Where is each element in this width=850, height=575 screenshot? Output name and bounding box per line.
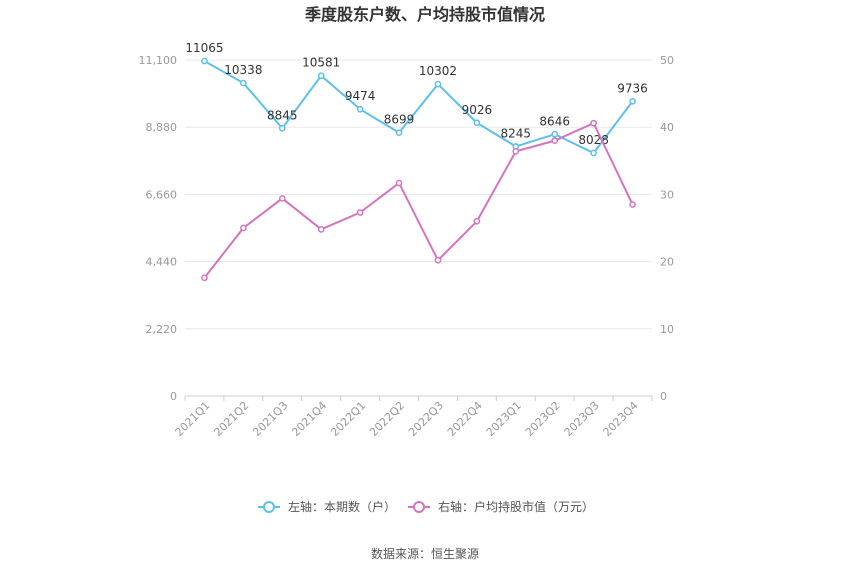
left-tick-label: 6,660: [146, 188, 178, 201]
right-tick-label: 20: [660, 256, 674, 269]
x-tick-label: 2021Q3: [250, 399, 290, 439]
left-tick-label: 11,100: [139, 54, 178, 67]
data-point: [629, 201, 636, 208]
data-point: [240, 79, 247, 87]
data-point: [473, 119, 481, 127]
legend-swatch-marker: [263, 501, 275, 513]
right-tick-label: 0: [660, 390, 667, 403]
x-tick-label: 2023Q4: [601, 399, 641, 439]
data-label: 8646: [539, 114, 570, 128]
data-label: 9736: [617, 81, 648, 95]
data-point: [201, 274, 208, 282]
x-axis-ticks: 2021Q12021Q22021Q32021Q42022Q12022Q22022…: [173, 396, 653, 439]
left-tick-label: 2,220: [146, 323, 178, 336]
legend-swatch-marker: [413, 501, 425, 513]
right-tick-label: 50: [660, 54, 674, 67]
legend-item-2[interactable]: 右轴：户均持股市值（万元）: [408, 499, 594, 514]
x-tick-label: 2021Q4: [289, 399, 329, 439]
data-point: [551, 137, 559, 144]
left-tick-label: 0: [170, 390, 177, 403]
chart-title: 季度股东户数、户均持股市值情况: [304, 5, 545, 24]
series-2: [201, 119, 636, 282]
data-point: [240, 224, 247, 232]
data-label: 8699: [384, 113, 415, 127]
data-point: [317, 225, 325, 233]
right-axis-ticks: 0 10 20 30 40 50: [660, 54, 674, 403]
right-tick-label: 40: [660, 121, 674, 134]
data-point: [434, 80, 442, 88]
x-tick-label: 2023Q2: [523, 399, 563, 439]
right-tick-label: 10: [660, 323, 674, 336]
data-point: [590, 149, 597, 157]
data-label: 8028: [578, 133, 609, 147]
data-point: [512, 148, 520, 155]
legend-item-1[interactable]: 左轴：本期数（户）: [258, 499, 396, 514]
data-point: [395, 129, 403, 137]
x-tick-label: 2022Q3: [406, 399, 446, 439]
legend-label: 右轴：户均持股市值（万元）: [438, 499, 594, 514]
data-point: [434, 256, 442, 264]
series-line: [203, 121, 634, 279]
data-label: 9474: [345, 89, 376, 103]
right-tick-label: 30: [660, 188, 674, 201]
data-label: 11065: [185, 41, 223, 55]
x-tick-label: 2021Q2: [211, 399, 251, 439]
data-point: [317, 72, 325, 80]
data-label: 9026: [462, 103, 493, 117]
data-label: 10338: [224, 63, 262, 77]
data-point: [629, 97, 636, 105]
data-label: 8245: [501, 126, 532, 140]
x-tick-label: 2022Q4: [445, 399, 485, 439]
data-label: 10302: [419, 64, 457, 78]
data-point: [356, 209, 364, 216]
x-tick-label: 2022Q1: [328, 399, 368, 439]
data-point: [590, 119, 597, 127]
grid: [185, 59, 652, 397]
data-point: [473, 217, 481, 225]
left-tick-label: 8,880: [146, 121, 178, 134]
data-point: [278, 124, 286, 132]
x-tick-label: 2021Q1: [173, 399, 213, 439]
legend[interactable]: 左轴：本期数（户） 右轴：户均持股市值（万元）: [258, 499, 594, 514]
data-point: [356, 105, 364, 113]
data-source: 数据来源：恒生聚源: [371, 546, 479, 561]
left-tick-label: 4,440: [146, 256, 178, 269]
left-axis-ticks: 0 2,220 4,440 6,660 8,880 11,100: [139, 54, 178, 403]
x-tick-label: 2022Q2: [367, 399, 407, 439]
data-point: [551, 130, 559, 138]
legend-label: 左轴：本期数（户）: [288, 499, 396, 514]
data-label: 8845: [267, 108, 298, 122]
data-point: [395, 179, 403, 187]
data-point: [278, 195, 286, 202]
x-tick-label: 2023Q3: [562, 399, 602, 439]
data-label: 10581: [302, 56, 340, 70]
x-tick-label: 2023Q1: [484, 399, 524, 439]
data-point: [201, 57, 208, 65]
